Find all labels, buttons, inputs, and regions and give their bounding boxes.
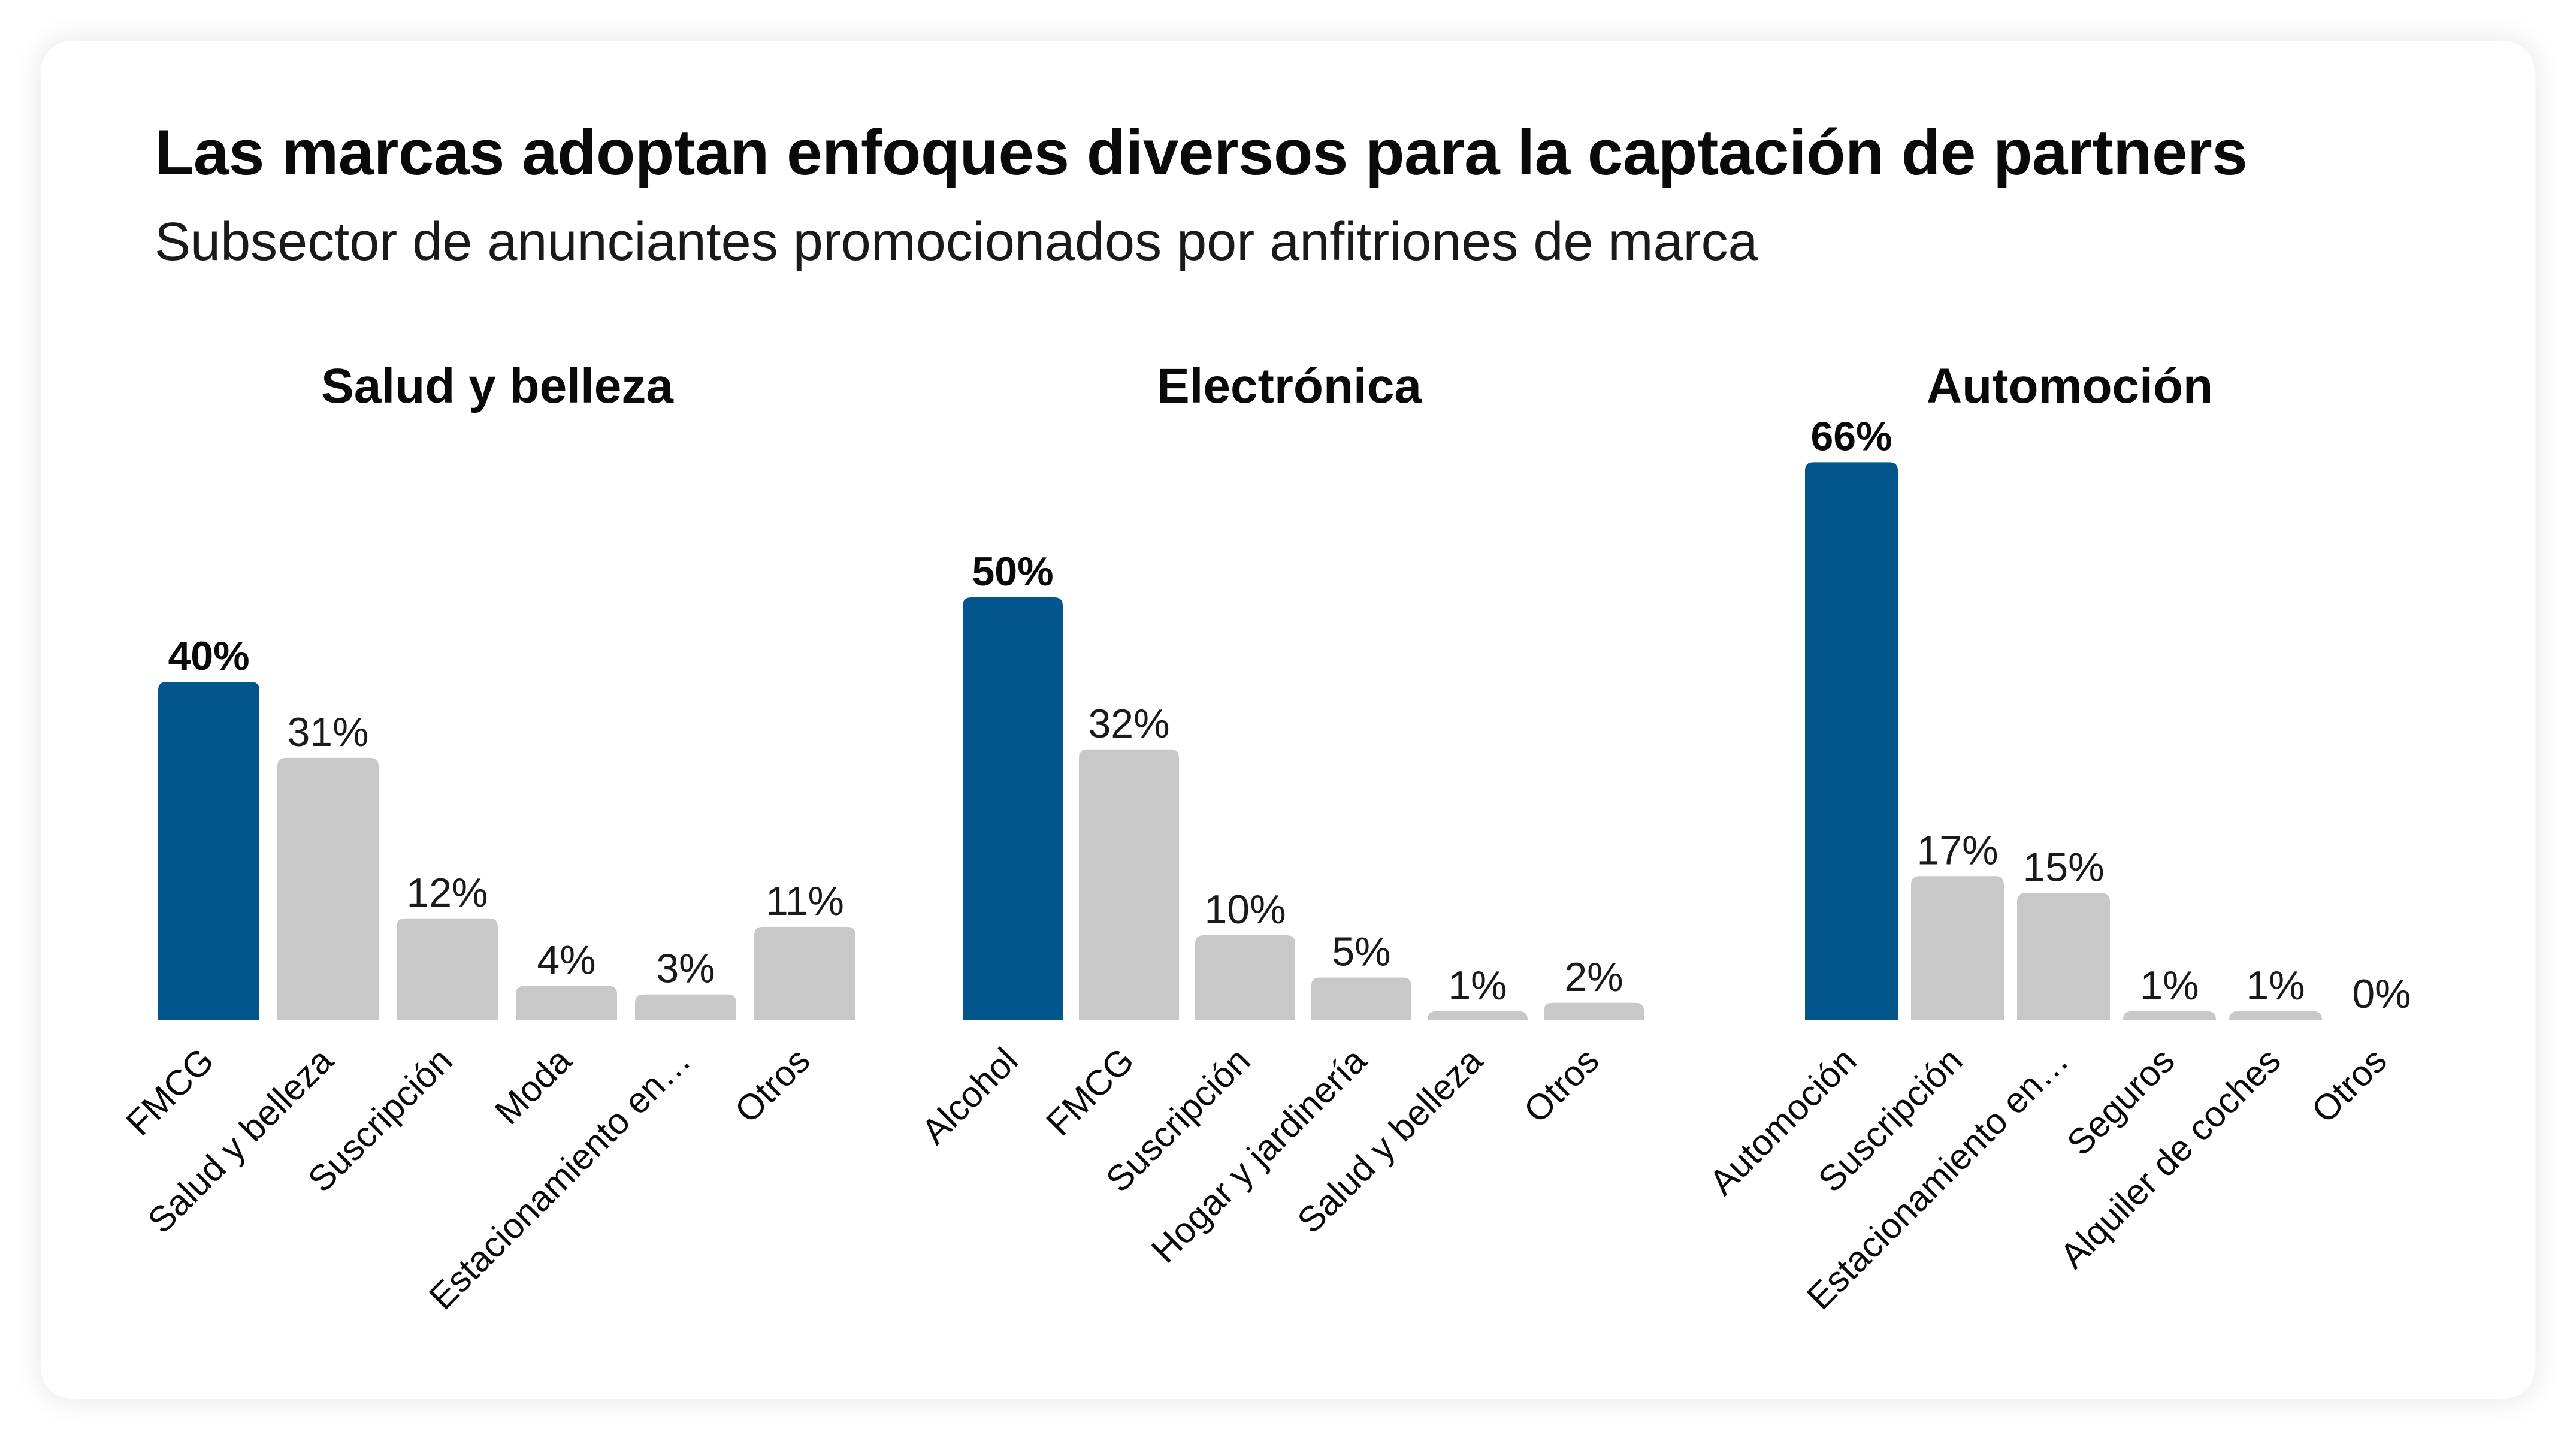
bar-3: [1195, 935, 1295, 1020]
value-label: 0%: [2352, 971, 2411, 1017]
value-label: 40%: [168, 633, 249, 679]
bar-4: [516, 986, 617, 1020]
chart-card: [41, 41, 2535, 1399]
value-label: 4%: [537, 938, 595, 983]
value-label: 1%: [2246, 963, 2305, 1008]
value-label: 15%: [2022, 845, 2104, 890]
bar-2: [1911, 876, 2004, 1020]
chart-panel-2: Electrónica50%Alcohol32%FMCG10%Suscripci…: [914, 359, 1644, 1270]
bar-1: [158, 682, 259, 1020]
value-label: 10%: [1204, 887, 1286, 932]
chart-subtitle: Subsector de anunciantes promocionados p…: [155, 212, 1758, 272]
bar-2: [1079, 749, 1179, 1020]
category-label: FMCG: [1038, 1040, 1141, 1143]
chart-title: Las marcas adoptan enfoques diversos par…: [155, 116, 2248, 188]
value-label: 1%: [1448, 963, 1507, 1008]
bar-1: [1805, 462, 1898, 1020]
bar-5: [2229, 1011, 2322, 1020]
bar-4: [2123, 1011, 2216, 1020]
bar-2: [277, 757, 379, 1020]
bar-1: [963, 597, 1063, 1020]
bar-5: [1428, 1011, 1528, 1020]
value-label: 1%: [2140, 963, 2199, 1008]
value-label: 5%: [1332, 929, 1390, 975]
value-label: 11%: [766, 878, 844, 924]
category-label: Alcohol: [914, 1040, 1026, 1152]
category-label: Otros: [2304, 1040, 2394, 1131]
value-label: 66%: [1810, 413, 1892, 459]
chart-panel-3: Automoción66%Automoción17%Suscripción15%…: [1701, 359, 2411, 1317]
value-label: 32%: [1088, 701, 1169, 747]
category-label: Moda: [487, 1040, 579, 1132]
value-label: 2%: [1564, 954, 1623, 1000]
bar-3: [397, 918, 498, 1020]
value-label: 17%: [1916, 827, 1998, 873]
category-label: Otros: [1516, 1040, 1607, 1131]
bar-4: [1311, 977, 1411, 1020]
value-label: 50%: [972, 549, 1053, 594]
category-label: FMCG: [118, 1040, 221, 1143]
bar-6: [1544, 1002, 1644, 1020]
panel-title: Salud y belleza: [321, 359, 674, 413]
category-label: Otros: [727, 1040, 818, 1131]
value-label: 12%: [406, 870, 488, 916]
panel-title: Automoción: [1927, 359, 2213, 413]
value-label: 31%: [287, 709, 368, 755]
value-label: 3%: [656, 946, 715, 992]
bar-6: [754, 926, 855, 1020]
bar-5: [635, 994, 736, 1020]
bar-3: [2017, 893, 2110, 1020]
category-label: Hogar y jardinería: [1144, 1040, 1374, 1270]
panel-title: Electrónica: [1157, 359, 1422, 413]
